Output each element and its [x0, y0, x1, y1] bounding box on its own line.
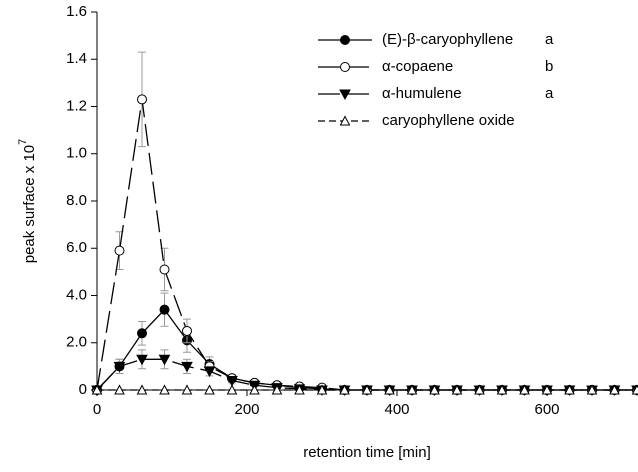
- x-tick-label: 600: [534, 401, 559, 418]
- data-point: [138, 329, 147, 338]
- data-point: [160, 265, 169, 274]
- y-tick-label: 1.0: [66, 145, 87, 162]
- y-tick-label: 1.6: [66, 3, 87, 20]
- legend-marker: [341, 63, 350, 72]
- data-point: [115, 246, 124, 255]
- legend-label: caryophyllene oxide: [382, 112, 515, 129]
- legend-marker: [341, 36, 350, 45]
- data-point: [138, 95, 147, 104]
- y-axis-title: peak surface x 107: [17, 139, 38, 264]
- x-tick-label: 0: [93, 401, 101, 418]
- x-tick-label: 400: [384, 401, 409, 418]
- x-tick-label: 200: [234, 401, 259, 418]
- significance-letter: b: [545, 58, 553, 75]
- data-point: [160, 305, 169, 314]
- y-tick-label: 8.0: [66, 192, 87, 209]
- significance-letter: a: [545, 31, 554, 48]
- y-tick-label: 4.0: [66, 286, 87, 303]
- y-tick-label: 6.0: [66, 239, 87, 256]
- series-line: [97, 99, 637, 390]
- y-tick-label: 0: [79, 381, 87, 398]
- series-line: [97, 310, 637, 390]
- data-point: [183, 326, 192, 335]
- y-tick-label: 1.4: [66, 50, 87, 67]
- significance-letter: a: [545, 85, 554, 102]
- y-axis-title-text: peak surface x 10: [21, 145, 38, 263]
- legend-label: α-copaene: [382, 58, 453, 75]
- y-axis-title-exponent: 7: [17, 139, 29, 145]
- y-tick-label: 1.2: [66, 97, 87, 114]
- y-tick-label: 2.0: [66, 334, 87, 351]
- legend-label: (E)-β-caryophyllene: [382, 31, 513, 48]
- x-axis-title: retention time [min]: [303, 444, 431, 461]
- legend-label: α-humulene: [382, 85, 462, 102]
